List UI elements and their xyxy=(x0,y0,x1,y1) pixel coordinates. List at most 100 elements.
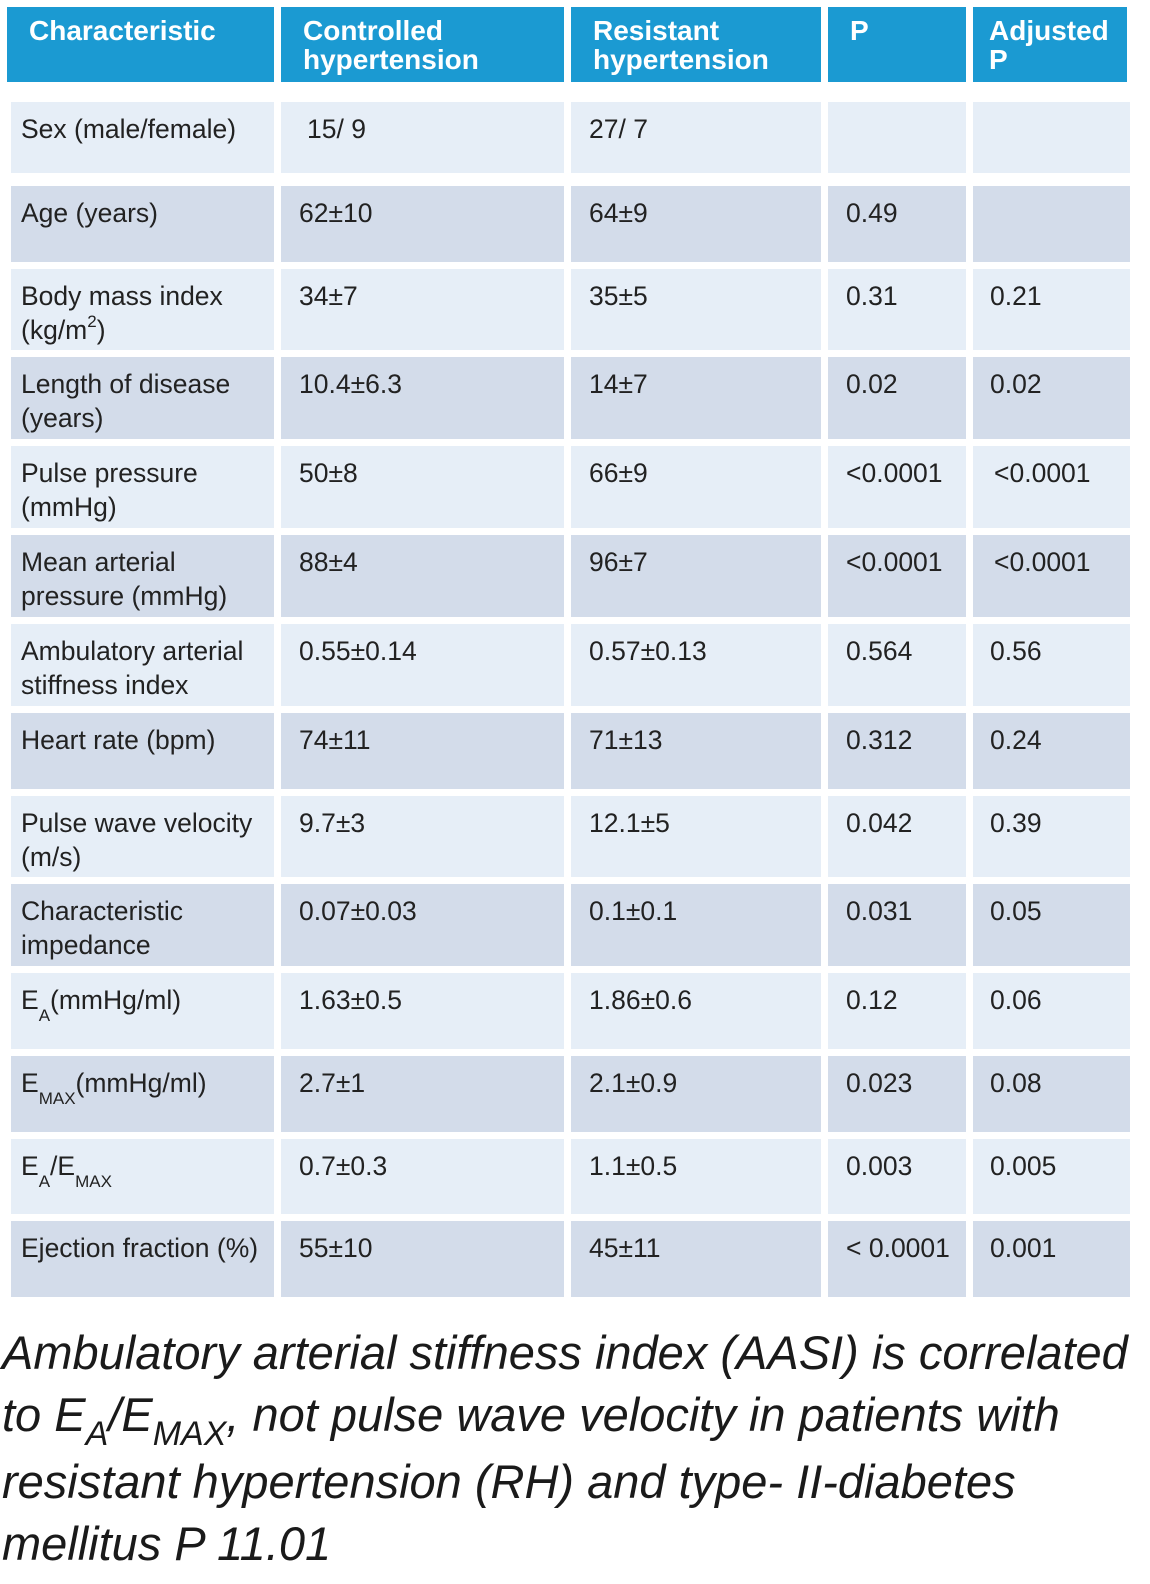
table-row: Sex (male/female) 15/ 9 27/ 7 xyxy=(0,102,1150,173)
adjusted-p-value: 0.05 xyxy=(973,884,1130,966)
controlled-value: 0.55±0.14 xyxy=(281,624,564,706)
controlled-value: 2.7±1 xyxy=(281,1056,564,1132)
resistant-value: 45±11 xyxy=(571,1221,821,1297)
resistant-value: 1.86±0.6 xyxy=(571,973,821,1049)
p-value: 0.564 xyxy=(828,624,966,706)
header-adjusted-p: Adjusted P xyxy=(973,7,1127,82)
adjusted-p-value: 0.21 xyxy=(973,269,1130,350)
resistant-value: 2.1±0.9 xyxy=(571,1056,821,1132)
resistant-value: 12.1±5 xyxy=(571,796,821,877)
header-controlled: Controlled hypertension xyxy=(281,7,564,82)
controlled-value: 9.7±3 xyxy=(281,796,564,877)
adjusted-p-value: 0.39 xyxy=(973,796,1130,877)
table-row: Pulse wave velocity (m/s) 9.7±3 12.1±5 0… xyxy=(0,796,1150,877)
p-value: <0.0001 xyxy=(828,446,966,528)
row-label: EA/EMAX xyxy=(11,1139,274,1214)
caption-text-2: /E xyxy=(108,1388,153,1441)
resistant-value: 14±7 xyxy=(571,357,821,439)
resistant-value: 96±7 xyxy=(571,535,821,617)
label-text: E xyxy=(21,1151,39,1181)
adjusted-p-value: 0.08 xyxy=(973,1056,1130,1132)
controlled-value: 88±4 xyxy=(281,535,564,617)
adjusted-p-value xyxy=(973,102,1130,173)
row-label: EMAX(mmHg/ml) xyxy=(11,1056,274,1132)
p-value: <0.0001 xyxy=(828,535,966,617)
resistant-value: 35±5 xyxy=(571,269,821,350)
table-row: Pulse pressure (mmHg) 50±8 66±9 <0.0001 … xyxy=(0,446,1150,528)
table-row: Body mass index (kg/m2) 34±7 35±5 0.31 0… xyxy=(0,269,1150,350)
adjusted-p-value: 0.001 xyxy=(973,1221,1130,1297)
adjusted-p-value: <0.0001 xyxy=(973,446,1130,528)
label-text: E xyxy=(21,1068,39,1098)
label-subscript: A xyxy=(38,1006,51,1025)
adjusted-p-value: 0.005 xyxy=(973,1139,1130,1214)
label-mid: /E xyxy=(50,1151,76,1181)
row-label: Pulse wave velocity (m/s) xyxy=(11,796,274,877)
p-value: 0.12 xyxy=(828,973,966,1049)
label-tail: (mmHg/ml) xyxy=(50,985,182,1015)
resistant-value: 27/ 7 xyxy=(571,102,821,173)
controlled-value: 15/ 9 xyxy=(281,102,564,173)
caption-text-1: Ambulatory arterial stiffness index (AAS… xyxy=(2,1326,1128,1441)
table-row: Ejection fraction (%) 55±10 45±11 < 0.00… xyxy=(0,1221,1150,1297)
resistant-value: 71±13 xyxy=(571,713,821,789)
controlled-value: 0.7±0.3 xyxy=(281,1139,564,1214)
table-row: EMAX(mmHg/ml) 2.7±1 2.1±0.9 0.023 0.08 xyxy=(0,1056,1150,1132)
controlled-value: 1.63±0.5 xyxy=(281,973,564,1049)
controlled-value: 0.07±0.03 xyxy=(281,884,564,966)
caption-subscript-a: A xyxy=(85,1415,109,1453)
adjusted-p-value: 0.06 xyxy=(973,973,1130,1049)
table-row: Length of disease (years) 10.4±6.3 14±7 … xyxy=(0,357,1150,439)
resistant-value: 64±9 xyxy=(571,186,821,262)
caption-subscript-max: MAX xyxy=(152,1415,227,1453)
p-value: < 0.0001 xyxy=(828,1221,966,1297)
adjusted-p-value: 0.02 xyxy=(973,357,1130,439)
p-value: 0.31 xyxy=(828,269,966,350)
table-row: EA/EMAX 0.7±0.3 1.1±0.5 0.003 0.005 xyxy=(0,1139,1150,1214)
p-value: 0.031 xyxy=(828,884,966,966)
label-tail: ) xyxy=(96,315,106,345)
p-value: 0.02 xyxy=(828,357,966,439)
header-p: P xyxy=(828,7,966,82)
label-subscript: MAX xyxy=(38,1089,76,1108)
label-superscript: 2 xyxy=(87,312,97,331)
p-value: 0.49 xyxy=(828,186,966,262)
header-resistant: Resistant hypertension xyxy=(571,7,821,82)
controlled-value: 10.4±6.3 xyxy=(281,357,564,439)
resistant-value: 1.1±0.5 xyxy=(571,1139,821,1214)
label-tail: (mmHg/ml) xyxy=(75,1068,207,1098)
figure-caption: Ambulatory arterial stiffness index (AAS… xyxy=(2,1322,1142,1575)
p-value: 0.312 xyxy=(828,713,966,789)
controlled-value: 50±8 xyxy=(281,446,564,528)
table-row: Ambulatory arterial stiffness index 0.55… xyxy=(0,624,1150,706)
row-label: Ejection fraction (%) xyxy=(11,1221,274,1297)
row-label: Mean arterial pressure (mmHg) xyxy=(11,535,274,617)
resistant-value: 66±9 xyxy=(571,446,821,528)
p-value xyxy=(828,102,966,173)
table-header-row: Characteristic Controlled hypertension R… xyxy=(0,7,1150,82)
label-text: Body mass index (kg/m xyxy=(21,281,223,345)
p-value: 0.003 xyxy=(828,1139,966,1214)
row-label: Characteristic impedance xyxy=(11,884,274,966)
table-row: Age (years) 62±10 64±9 0.49 xyxy=(0,186,1150,262)
controlled-value: 62±10 xyxy=(281,186,564,262)
adjusted-p-value xyxy=(973,186,1130,262)
resistant-value: 0.1±0.1 xyxy=(571,884,821,966)
caption-text-3: , not pulse wave velocity in patients wi… xyxy=(2,1388,1060,1570)
label-subscript-2: MAX xyxy=(75,1172,112,1191)
label-subscript: A xyxy=(38,1172,51,1191)
table-row: Mean arterial pressure (mmHg) 88±4 96±7 … xyxy=(0,535,1150,617)
adjusted-p-value: <0.0001 xyxy=(973,535,1130,617)
adjusted-p-value: 0.24 xyxy=(973,713,1130,789)
row-label: Heart rate (bpm) xyxy=(11,713,274,789)
p-value: 0.042 xyxy=(828,796,966,877)
row-label: Pulse pressure (mmHg) xyxy=(11,446,274,528)
label-text: E xyxy=(21,985,39,1015)
row-label: EA(mmHg/ml) xyxy=(11,973,274,1049)
table-row: Heart rate (bpm) 74±11 71±13 0.312 0.24 xyxy=(0,713,1150,789)
row-label: Body mass index (kg/m2) xyxy=(11,269,274,350)
controlled-value: 55±10 xyxy=(281,1221,564,1297)
table-row: EA(mmHg/ml) 1.63±0.5 1.86±0.6 0.12 0.06 xyxy=(0,973,1150,1049)
table-row: Characteristic impedance 0.07±0.03 0.1±0… xyxy=(0,884,1150,966)
row-label: Sex (male/female) xyxy=(11,102,274,173)
